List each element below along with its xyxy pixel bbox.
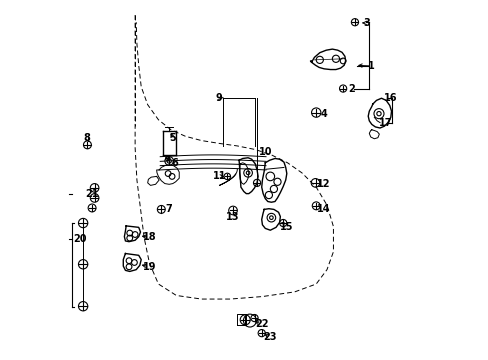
Text: 2: 2: [348, 84, 355, 94]
Text: 7: 7: [165, 204, 171, 215]
Text: 10: 10: [258, 147, 271, 157]
Text: 21: 21: [85, 189, 99, 199]
Text: 8: 8: [83, 133, 90, 143]
Text: 13: 13: [226, 212, 239, 221]
Text: 23: 23: [263, 332, 276, 342]
Text: 9: 9: [215, 93, 222, 103]
Text: 6: 6: [171, 158, 178, 168]
Text: 18: 18: [142, 232, 156, 242]
Text: 20: 20: [73, 234, 87, 244]
Text: 16: 16: [383, 93, 397, 103]
Text: 5: 5: [169, 133, 176, 143]
Text: 4: 4: [320, 109, 327, 120]
Text: 1: 1: [367, 61, 374, 71]
Text: 3: 3: [362, 18, 369, 28]
Text: 17: 17: [379, 118, 392, 128]
Text: 12: 12: [316, 179, 329, 189]
Text: 15: 15: [280, 222, 293, 232]
Text: 19: 19: [142, 262, 156, 272]
Text: 14: 14: [317, 204, 330, 215]
Text: 22: 22: [254, 319, 268, 329]
Text: 11: 11: [212, 171, 225, 181]
